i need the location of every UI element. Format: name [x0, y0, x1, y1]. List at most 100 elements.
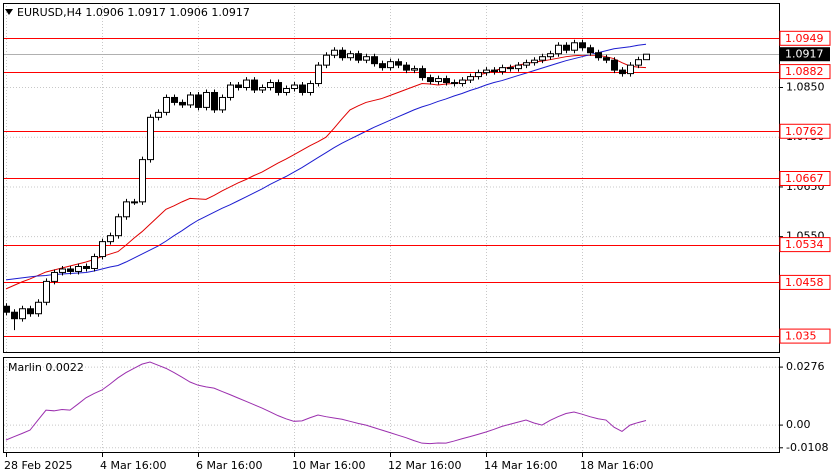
level-label-box: [779, 170, 831, 186]
candle-body: [115, 216, 122, 237]
candle-body: [91, 256, 98, 269]
candle-body: [203, 91, 210, 108]
candle-body: [67, 268, 74, 272]
candle-body: [483, 69, 490, 74]
level-label-box: [779, 64, 831, 80]
plot-layer: 28 Feb 2025 4 Mar 16:00 6 Mar 16:00 10 Mar …: [3, 3, 828, 472]
candle-body: [35, 301, 42, 315]
candle-body: [419, 68, 426, 79]
candle-body: [571, 42, 578, 51]
candle-body: [603, 57, 610, 61]
last-price-box: [780, 47, 830, 62]
candle-body: [83, 265, 90, 269]
moving-average-line: [5, 54, 647, 290]
candle-body: [355, 53, 362, 61]
candle-body: [499, 67, 506, 73]
indicator-panel-frame: [3, 357, 780, 453]
level-label: 1.0949: [785, 32, 824, 45]
candle-body: [523, 62, 530, 66]
candle-body: [227, 84, 234, 98]
candle-body: [363, 56, 370, 61]
x-tick-label: 14 Mar 16:00: [484, 459, 557, 472]
candle-body: [395, 61, 402, 66]
candle-body: [275, 82, 282, 93]
candle-body: [323, 54, 330, 66]
candle-body: [611, 59, 618, 71]
candle-body: [283, 88, 290, 93]
moving-average-line: [5, 43, 647, 281]
x-tick-label: 12 Mar 16:00: [388, 459, 461, 472]
candle-body: [147, 116, 154, 161]
candle-body: [467, 76, 474, 81]
candle-body: [75, 265, 82, 272]
candle-body: [51, 271, 58, 282]
candle-body: [59, 268, 66, 273]
level-label-box: [779, 328, 831, 344]
candle-body: [427, 77, 434, 83]
level-label-box: [779, 30, 831, 46]
candle-body: [459, 79, 466, 85]
y-tick-label: 0.00: [786, 418, 811, 431]
y-tick-label: 1.0850: [786, 81, 825, 94]
candle-body: [435, 78, 442, 83]
level-label: 1.0458: [785, 276, 824, 289]
candle-body: [475, 72, 482, 78]
candle-body: [411, 68, 418, 71]
candle-body: [371, 56, 378, 65]
candle-body: [243, 79, 250, 89]
indicator-line: [5, 361, 647, 445]
candle-body: [635, 59, 642, 66]
candle-body: [643, 53, 650, 61]
candle-body: [315, 64, 322, 85]
candle-body: [331, 49, 338, 56]
level-label: 1.0882: [785, 65, 824, 78]
candle-body: [299, 84, 306, 93]
candle-body: [595, 52, 602, 59]
candle-body: [179, 101, 186, 106]
candle-body: [3, 305, 10, 313]
candle-body: [563, 44, 570, 51]
candle-body: [579, 42, 586, 49]
y-tick-label: 0.0276: [786, 360, 825, 373]
menu-triangle: [5, 9, 13, 15]
level-label: 1.0762: [785, 125, 824, 138]
chart-title: EURUSD,H4 1.0906 1.0917 1.0906 1.0917: [17, 6, 250, 19]
level-label-box: [779, 274, 831, 290]
level-label: 1.0667: [785, 172, 824, 185]
candle-body: [347, 53, 354, 59]
candle-body: [107, 235, 114, 243]
candle-body: [251, 79, 258, 91]
x-tick-label: 4 Mar 16:00: [100, 459, 166, 472]
candle-body: [267, 82, 274, 89]
candle-body: [211, 91, 218, 111]
candle-body: [547, 53, 554, 58]
candle-body: [195, 94, 202, 108]
candle-body: [219, 96, 226, 111]
candle-body: [539, 56, 546, 61]
candle-body: [19, 308, 26, 320]
candle-body: [339, 49, 346, 59]
candle-body: [619, 69, 626, 75]
candle-body: [379, 63, 386, 69]
candle-body: [587, 47, 594, 54]
candle-body: [515, 64, 522, 70]
x-tick-label: 18 Mar 16:00: [580, 459, 653, 472]
indicator-title: Marlin 0.0022: [8, 361, 84, 374]
candle-body: [43, 280, 50, 303]
candle-body: [451, 82, 458, 85]
candle-body: [259, 87, 266, 91]
candle-body: [235, 84, 242, 89]
candle-body: [11, 311, 18, 320]
candle-body: [507, 67, 514, 70]
y-tick-label: -0.0108: [786, 441, 828, 454]
candle-body: [171, 96, 178, 103]
candle-body: [187, 94, 194, 106]
level-label: 1.035: [785, 330, 817, 343]
candle-body: [403, 64, 410, 71]
candle-body: [99, 241, 106, 258]
level-label-box: [779, 123, 831, 139]
candle-body: [27, 308, 34, 315]
